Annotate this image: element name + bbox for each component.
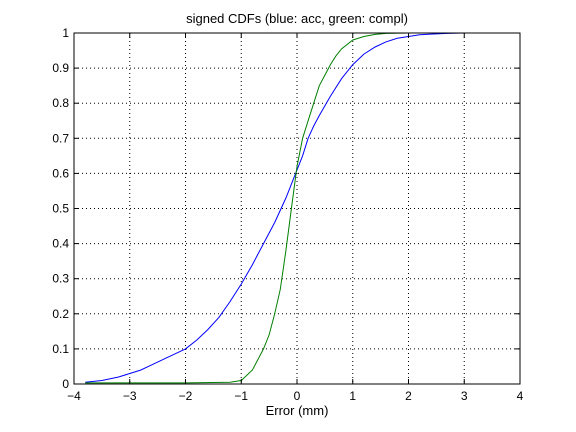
y-tick-label: 0.2 — [52, 307, 69, 321]
y-tick-label: 0.8 — [52, 96, 69, 110]
x-tick-label: −1 — [234, 389, 248, 403]
x-tick-label: −3 — [123, 389, 137, 403]
x-tick-label: −2 — [179, 389, 193, 403]
y-tick-labels: 0 0.1 0.2 0.3 0.4 0.5 0.6 0.7 0.8 0.9 1 — [52, 26, 69, 391]
y-tick-label: 1 — [62, 26, 69, 40]
y-tick-label: 0.3 — [52, 272, 69, 286]
x-tick-label: 2 — [405, 389, 412, 403]
series-line-1 — [85, 32, 520, 384]
y-tick-label: 0.5 — [52, 202, 69, 216]
chart-title: signed CDFs (blue: acc, green: compl) — [186, 11, 408, 26]
y-tick-label: 0.4 — [52, 237, 69, 251]
x-tick-label: 4 — [517, 389, 524, 403]
x-tick-labels: −4 −3 −2 −1 0 1 2 3 4 — [67, 389, 524, 403]
x-tick-label: 3 — [461, 389, 468, 403]
y-tick-label: 0.1 — [52, 342, 69, 356]
y-tick-label: 0 — [62, 377, 69, 391]
x-tick-label: 1 — [349, 389, 356, 403]
x-tick-label: −4 — [67, 389, 81, 403]
ticks — [73, 32, 521, 385]
x-tick-label: 0 — [294, 389, 301, 403]
y-tick-label: 0.9 — [52, 61, 69, 75]
x-axis-label: Error (mm) — [266, 403, 329, 418]
y-tick-label: 0.6 — [52, 166, 69, 180]
y-tick-label: 0.7 — [52, 131, 69, 145]
grid — [74, 33, 520, 384]
